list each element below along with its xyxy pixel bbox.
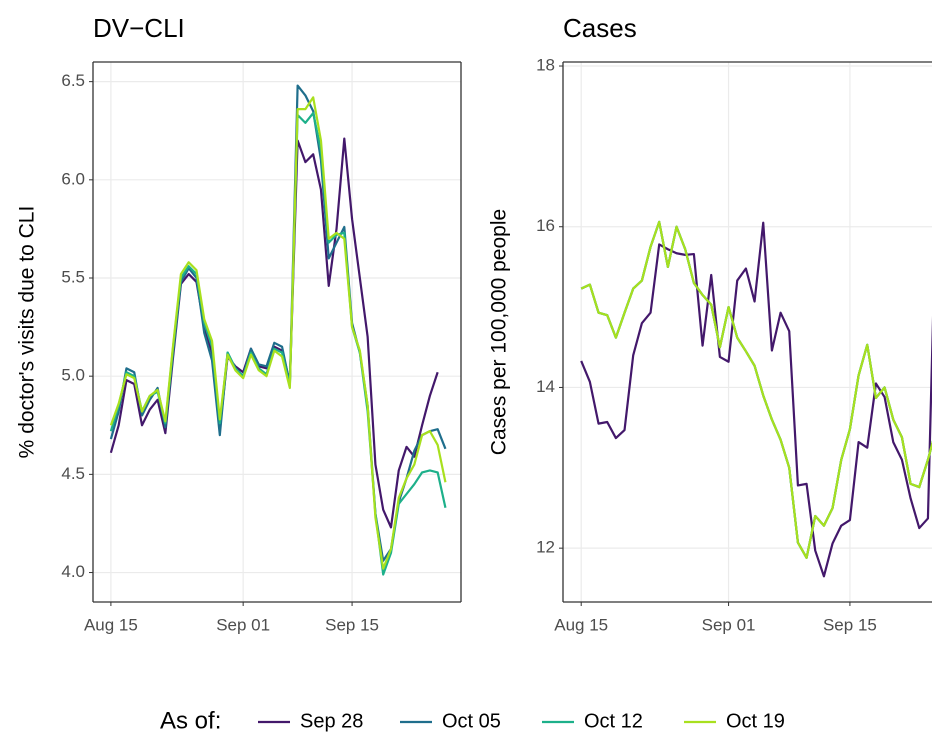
legend-label: Oct 12 [584,710,643,732]
y-tick-label: 4.0 [61,562,85,581]
legend-label: Sep 28 [300,710,363,732]
series-line [580,221,932,578]
y-tick-label: 6.0 [61,169,85,188]
series-line [580,220,932,559]
y-tick-label: 12 [536,538,555,557]
legend-title: As of: [160,707,221,734]
y-tick-label: 14 [536,377,555,396]
x-tick-label: Sep 15 [325,615,379,634]
y-axis-label: % doctor's visits due to CLI [16,206,39,459]
panel-title: Cases [563,13,637,43]
x-tick-label: Sep 01 [702,615,756,634]
panel-title: DV−CLI [93,13,185,43]
x-tick-label: Sep 01 [216,615,270,634]
x-tick-label: Aug 15 [554,615,608,634]
y-tick-label: 4.5 [61,464,85,483]
legend-label: Oct 19 [726,710,785,732]
x-tick-label: Sep 15 [823,615,877,634]
x-tick-label: Aug 15 [84,615,138,634]
y-tick-label: 18 [536,56,555,75]
y-tick-label: 6.5 [61,71,85,90]
legend-label: Oct 05 [442,710,501,732]
series-line [109,96,447,570]
series-line [109,137,439,529]
y-axis-label: Cases per 100,000 people [488,209,511,455]
y-tick-label: 5.5 [61,267,85,286]
y-tick-label: 5.0 [61,366,85,385]
y-tick-label: 16 [536,216,555,235]
